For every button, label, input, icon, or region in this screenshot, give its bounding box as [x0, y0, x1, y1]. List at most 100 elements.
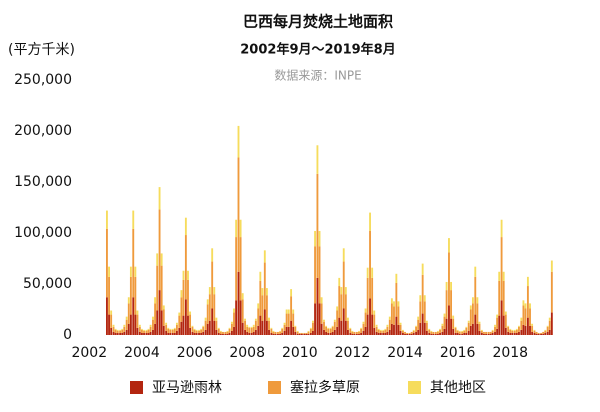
bar-segment [129, 314, 132, 335]
bar-segment [250, 332, 253, 335]
bar-segment [246, 326, 249, 332]
bar-segment [281, 332, 284, 335]
bar-segment [423, 295, 426, 302]
bar-segment [270, 332, 273, 335]
bar-segment [520, 320, 523, 330]
bar-segment [531, 323, 534, 326]
bar-segment [412, 329, 415, 331]
bar-segment [248, 327, 251, 333]
bar-segment [182, 315, 185, 335]
x-tick-label: 2018 [492, 345, 528, 361]
x-tick-label: 2004 [124, 345, 160, 361]
bar-segment [228, 332, 231, 335]
bar-segment [230, 330, 233, 335]
bar-segment [208, 287, 211, 295]
bar-segment [180, 290, 183, 298]
x-tick-label: 2012 [335, 345, 371, 361]
bar-segment [393, 306, 395, 325]
bar-segment [270, 328, 273, 333]
bar-segment [108, 314, 110, 335]
bar-segment [171, 332, 174, 335]
bar-segment [265, 320, 268, 335]
bar-segment [254, 318, 257, 321]
bar-segment [452, 315, 455, 319]
bar-segment [254, 329, 257, 335]
bar-segment [529, 303, 531, 309]
legend-label: 亚马逊雨林 [152, 380, 222, 396]
bar-segment [138, 326, 141, 332]
bar-segment [478, 321, 481, 324]
bar-segment [241, 299, 244, 323]
bar-segment [502, 315, 505, 335]
bar-segment [296, 330, 299, 332]
bar-segment [340, 287, 343, 295]
bar-segment [432, 331, 435, 334]
bar-segment [252, 326, 255, 332]
bar-segment [252, 331, 255, 335]
y-tick-label: 100,000 [14, 225, 72, 241]
bar-segment [336, 306, 339, 311]
bar-segment [428, 328, 431, 330]
bar-segment [136, 327, 139, 335]
bar-segment [114, 332, 117, 335]
bar-segment [184, 217, 187, 236]
bar-segment [290, 320, 293, 335]
bar-segment [461, 330, 464, 332]
bar-segment [360, 332, 363, 335]
bar-segment [195, 330, 198, 333]
bar-segment [362, 330, 365, 335]
bar-segment [522, 300, 525, 306]
bar-segment [156, 265, 159, 311]
bar-segment [474, 266, 477, 277]
bar-segment [518, 325, 520, 327]
bar-segment [395, 316, 398, 335]
x-tick-label: 2014 [387, 345, 423, 361]
bar-segment [123, 326, 126, 332]
bar-segment [283, 324, 286, 331]
bar-segment [121, 328, 124, 330]
bar-segment [208, 294, 211, 321]
bar-segment [448, 305, 450, 335]
bar-segment [143, 330, 145, 333]
bar-segment [542, 333, 545, 335]
bar-segment [439, 329, 441, 333]
y-axis-label: (平方千米) [8, 42, 75, 58]
bar-segment [452, 328, 455, 335]
bar-segment [526, 276, 529, 287]
bar-segment [307, 331, 310, 334]
bar-segment [417, 329, 420, 335]
bar-segment [198, 332, 200, 335]
bar-segment [480, 330, 483, 333]
bar-segment [187, 315, 189, 335]
bar-segment [375, 331, 378, 335]
bar-segment [434, 333, 437, 335]
bar-segment [141, 329, 143, 333]
bar-segment [143, 329, 145, 331]
bar-segment [224, 333, 227, 335]
bar-segment [237, 157, 240, 272]
bar-segment [152, 329, 154, 335]
bar-segment [303, 333, 306, 335]
bar-segment [474, 314, 477, 335]
bar-segment [529, 325, 531, 335]
bar-segment [524, 303, 527, 309]
bar-segment [290, 289, 293, 297]
bar-segment [448, 238, 450, 253]
bar-segment [226, 330, 229, 332]
bar-segment [371, 314, 374, 335]
bar-segment [342, 308, 345, 335]
bar-segment [498, 280, 501, 316]
bar-segment [125, 329, 128, 335]
bar-segment [244, 320, 247, 330]
bar-segment [228, 327, 231, 329]
bar-segment [287, 326, 290, 335]
bar-segment [119, 329, 122, 331]
bar-segment [465, 326, 468, 328]
bar-segment [206, 299, 209, 305]
bar-segment [467, 330, 470, 335]
bar-segment [189, 311, 192, 315]
bar-segment [498, 315, 501, 335]
bar-segment [540, 332, 542, 334]
bar-segment [298, 333, 301, 335]
bar-segment [106, 228, 108, 298]
